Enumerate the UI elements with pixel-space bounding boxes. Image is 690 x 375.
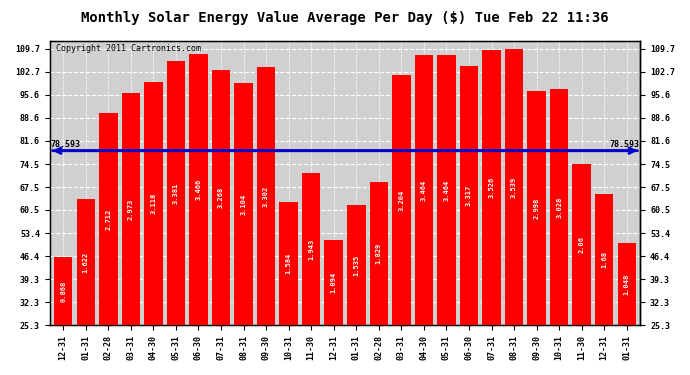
- Text: 1.048: 1.048: [624, 274, 630, 295]
- Bar: [347, 206, 366, 325]
- Text: Monthly Solar Energy Value Average Per Day ($) Tue Feb 22 11:36: Monthly Solar Energy Value Average Per D…: [81, 11, 609, 25]
- Bar: [121, 93, 140, 325]
- Bar: [370, 182, 388, 325]
- Text: 3.028: 3.028: [556, 196, 562, 217]
- Text: 1.622: 1.622: [83, 251, 89, 273]
- Text: 3.268: 3.268: [218, 187, 224, 208]
- Bar: [437, 55, 455, 325]
- Bar: [550, 89, 569, 325]
- Text: 3.381: 3.381: [173, 183, 179, 204]
- Text: 2.973: 2.973: [128, 198, 134, 220]
- Bar: [167, 61, 185, 325]
- Bar: [235, 83, 253, 325]
- Bar: [144, 82, 163, 325]
- Bar: [460, 66, 478, 325]
- Text: 1.829: 1.829: [376, 243, 382, 264]
- Text: 3.526: 3.526: [489, 177, 495, 198]
- Text: 1.584: 1.584: [286, 253, 292, 274]
- Bar: [505, 49, 523, 325]
- Text: 1.68: 1.68: [601, 251, 607, 268]
- Text: 3.464: 3.464: [421, 179, 427, 201]
- Bar: [77, 198, 95, 325]
- Text: 3.118: 3.118: [150, 193, 157, 214]
- Text: 78.593: 78.593: [51, 140, 81, 149]
- Bar: [212, 70, 230, 325]
- Text: 0.868: 0.868: [60, 281, 66, 302]
- Bar: [482, 50, 501, 325]
- Text: 1.535: 1.535: [353, 255, 359, 276]
- Bar: [54, 258, 72, 325]
- Bar: [415, 55, 433, 325]
- Text: 3.464: 3.464: [444, 179, 449, 201]
- Bar: [257, 67, 275, 325]
- Bar: [392, 75, 411, 325]
- Text: 3.204: 3.204: [398, 189, 404, 211]
- Bar: [527, 91, 546, 325]
- Bar: [595, 194, 613, 325]
- Text: 3.302: 3.302: [263, 186, 269, 207]
- Bar: [302, 174, 320, 325]
- Bar: [189, 54, 208, 325]
- Text: 1.943: 1.943: [308, 239, 314, 260]
- Bar: [618, 243, 636, 325]
- Bar: [324, 240, 343, 325]
- Text: 3.466: 3.466: [195, 179, 201, 201]
- Text: 3.539: 3.539: [511, 176, 517, 198]
- Text: 2.06: 2.06: [579, 236, 584, 253]
- Bar: [573, 164, 591, 325]
- Bar: [99, 113, 117, 325]
- Text: 2.998: 2.998: [533, 198, 540, 219]
- Text: 1.094: 1.094: [331, 272, 337, 293]
- Text: Copyright 2011 Cartronics.com: Copyright 2011 Cartronics.com: [56, 44, 201, 53]
- Bar: [279, 201, 298, 325]
- Text: 3.317: 3.317: [466, 185, 472, 206]
- Text: 78.593: 78.593: [609, 140, 639, 149]
- Text: 3.104: 3.104: [241, 194, 246, 214]
- Text: 2.712: 2.712: [106, 209, 111, 230]
